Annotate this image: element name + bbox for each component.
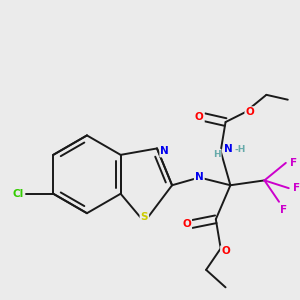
Text: H: H bbox=[213, 150, 220, 159]
Text: S: S bbox=[141, 212, 148, 222]
Text: F: F bbox=[293, 183, 300, 193]
Text: O: O bbox=[245, 107, 254, 117]
Text: N: N bbox=[195, 172, 204, 182]
Text: F: F bbox=[280, 205, 287, 214]
Text: F: F bbox=[290, 158, 297, 168]
Text: O: O bbox=[221, 246, 230, 256]
Text: N: N bbox=[224, 144, 233, 154]
Text: O: O bbox=[182, 219, 191, 229]
Text: Cl: Cl bbox=[13, 189, 24, 199]
Text: -H: -H bbox=[234, 145, 246, 154]
Text: O: O bbox=[195, 112, 204, 122]
Text: N: N bbox=[160, 146, 169, 156]
